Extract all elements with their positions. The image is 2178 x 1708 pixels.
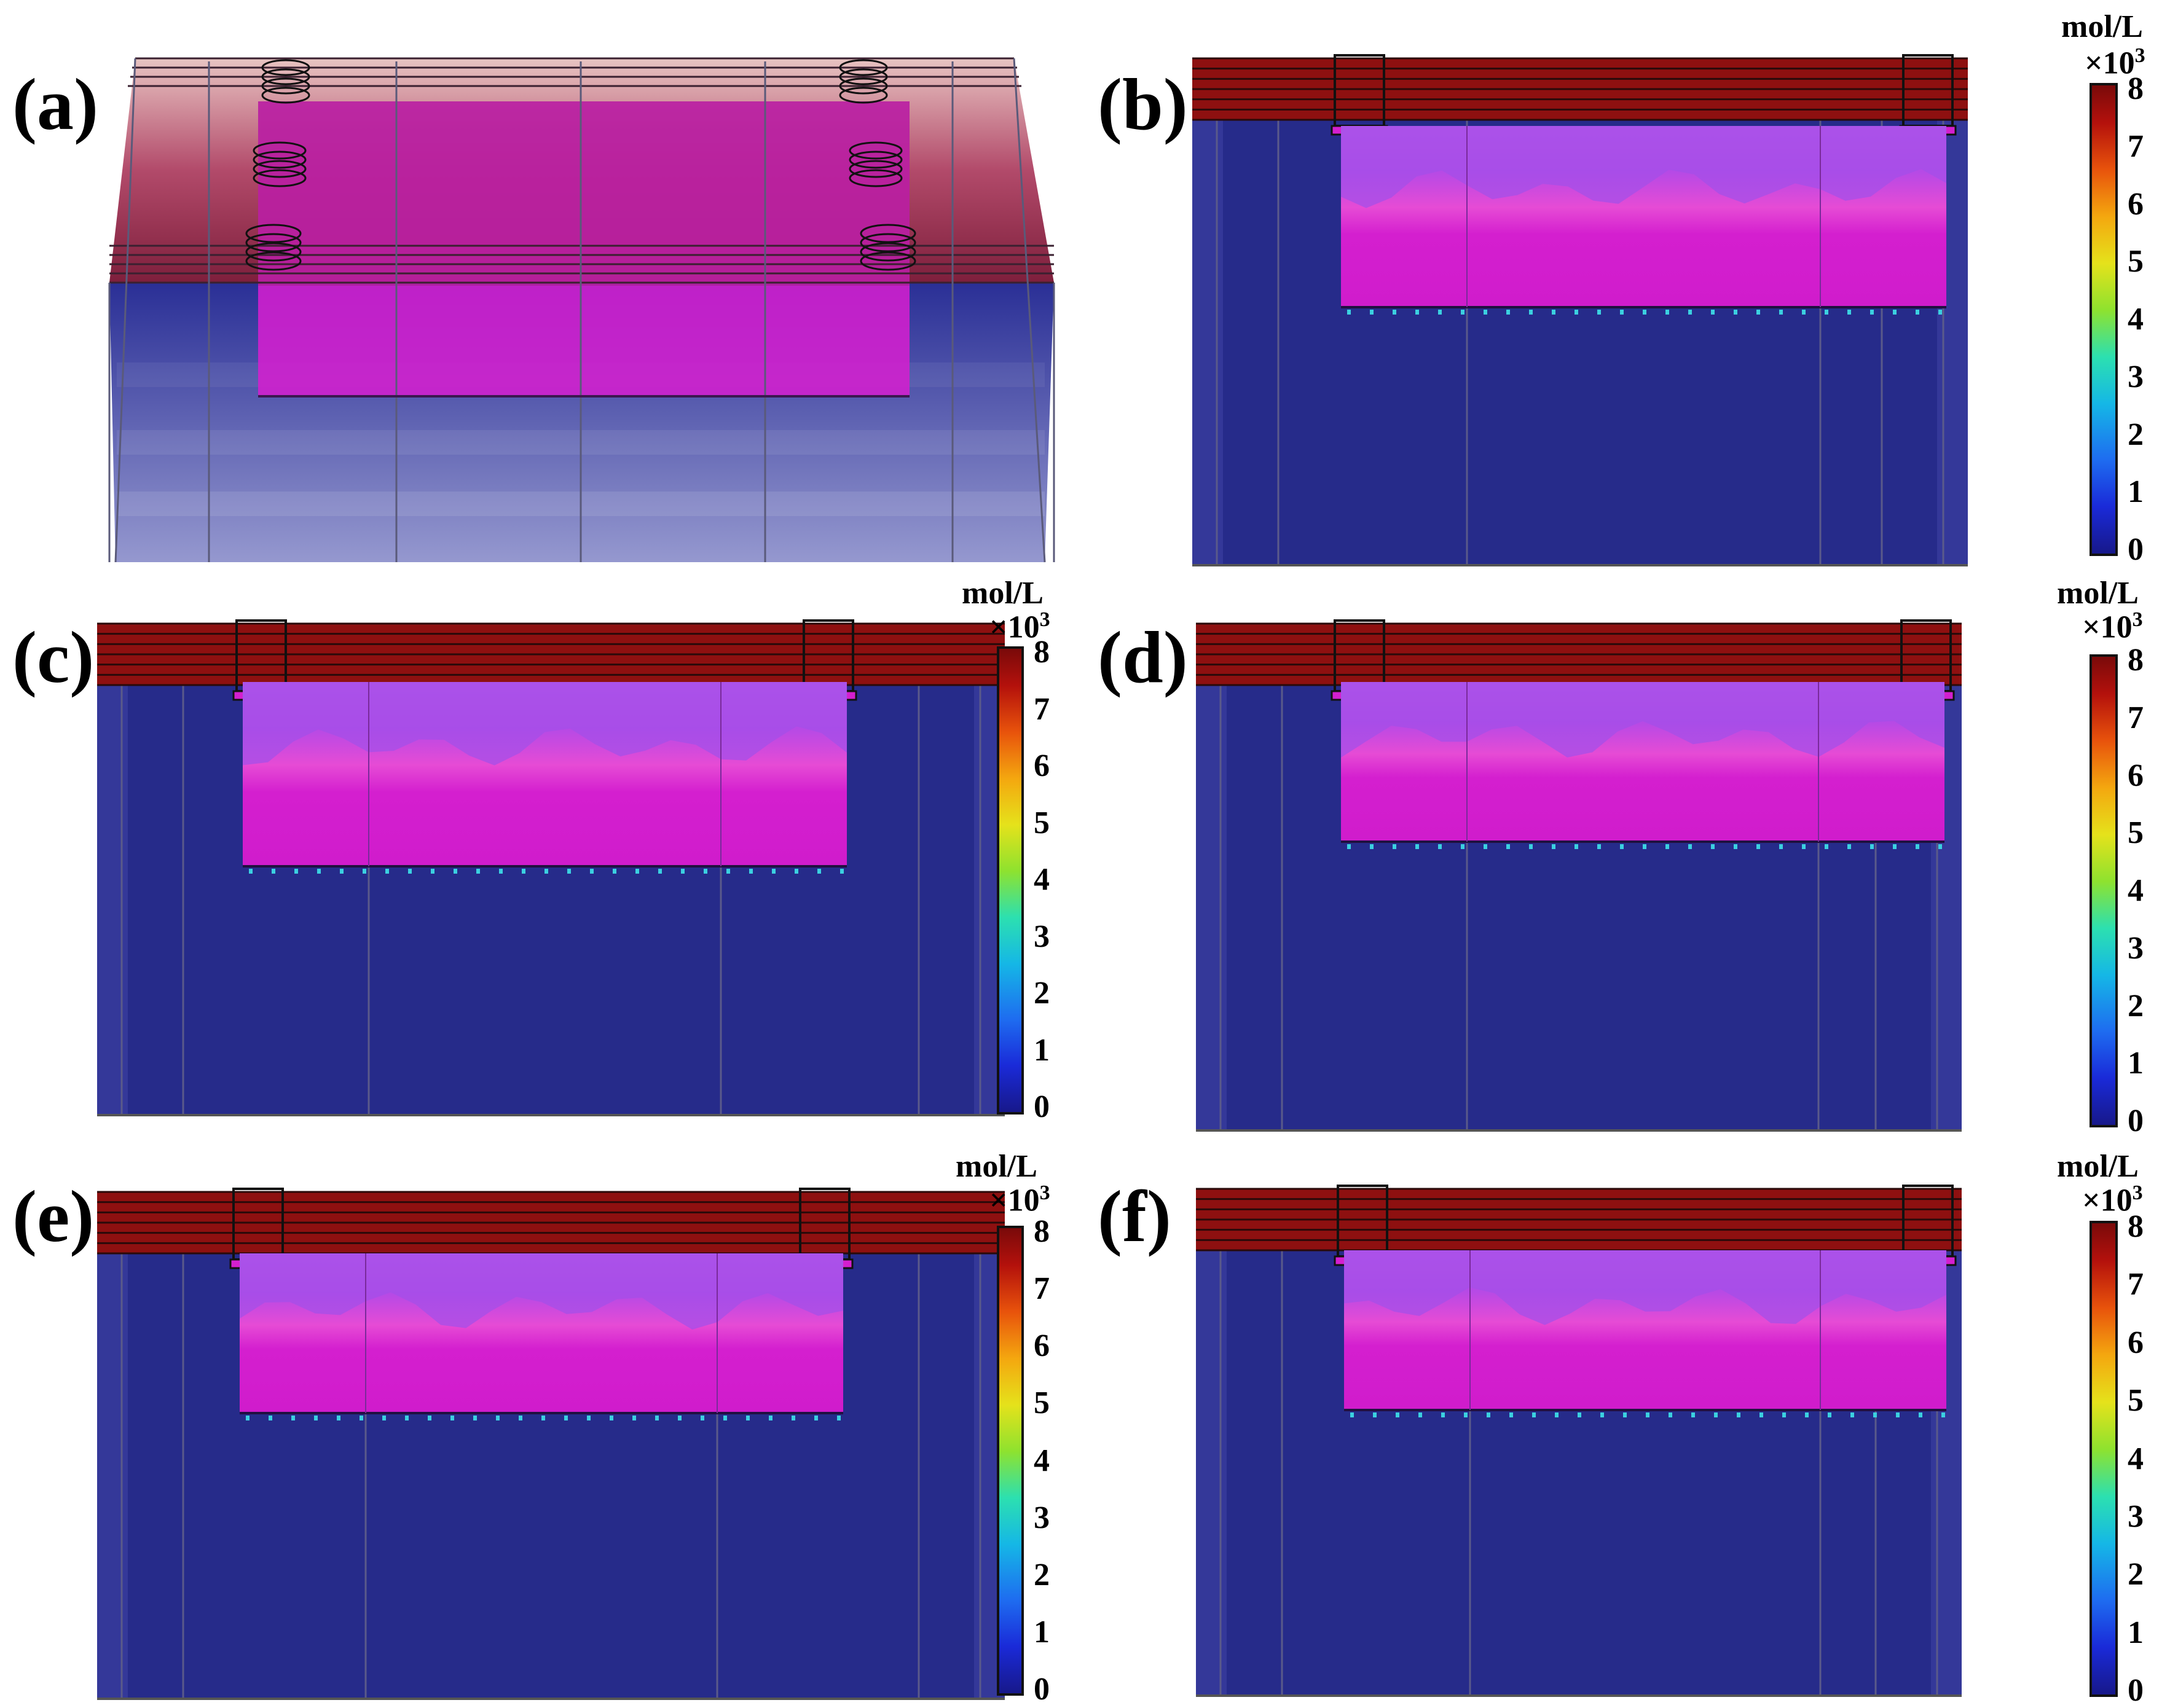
colorbar-tick-label: 2 (2128, 988, 2144, 1024)
panel-d: (d) mol/L ×103 8 7 6 5 4 3 2 1 0 (1089, 571, 2178, 1140)
colorbar-tick-label: 4 (1034, 1443, 1050, 1478)
concentration-front (240, 1253, 843, 1330)
colorbar-gradient (2090, 654, 2118, 1127)
coil-left (245, 59, 310, 271)
colorbar-tick-label: 7 (1034, 1271, 1050, 1307)
colorbar-tick-label: 6 (2128, 1325, 2144, 1360)
electrolyte-region (258, 101, 910, 396)
colorbar-tick-label: 4 (2128, 302, 2144, 337)
panel-e: (e) mol/L ×103 8 7 6 5 4 3 2 1 0 (0, 1140, 1089, 1708)
colorbar-gradient (997, 1226, 1024, 1696)
colorbar-tick-label: 3 (1034, 1500, 1050, 1535)
tank-front-view (97, 1188, 1005, 1700)
concentration-front (1341, 126, 1946, 208)
panel-f: (f) mol/L ×103 8 7 6 5 4 3 2 1 0 (1089, 1140, 2178, 1708)
colorbar-tick-label: 4 (1034, 862, 1050, 897)
tank-front-view (1196, 1185, 1962, 1697)
colorbar-unit: mol/L (2057, 1149, 2139, 1184)
colorbar-tick-label: 4 (2128, 1441, 2144, 1476)
colorbar-tick-label: 8 (1034, 1214, 1050, 1249)
colorbar-unit: mol/L (956, 1149, 1037, 1184)
colorbar-tick-label: 5 (2128, 815, 2144, 851)
colorbar-tick-label: 0 (1034, 1089, 1050, 1124)
colorbar-tick-label: 6 (2128, 186, 2144, 222)
panel-label-e: (e) (12, 1175, 95, 1257)
panel-a: (a) (0, 0, 1082, 571)
colorbar-tick-label: 5 (2128, 244, 2144, 280)
colorbar-tick-label: 0 (1034, 1672, 1050, 1707)
colorbar-tick-label: 5 (1034, 805, 1050, 840)
colorbar-tick-label: 3 (2128, 359, 2144, 394)
colorbar-tick-label: 4 (2128, 873, 2144, 908)
colorbar-multiplier: ×103 (2085, 44, 2145, 81)
colorbar-multiplier: ×103 (2082, 1181, 2143, 1218)
panel-b: (b) mol/L ×103 8 7 6 5 4 3 2 1 0 (1089, 0, 2178, 571)
tank-front-view (1196, 619, 1962, 1132)
colorbar-tick-label: 1 (2128, 474, 2144, 510)
panel-label-a: (a) (12, 63, 98, 145)
panel-label-f: (f) (1098, 1175, 1171, 1257)
colorbar-tick-label: 7 (2128, 700, 2144, 735)
colorbar-tick-label: 3 (2128, 1498, 2144, 1534)
colorbar-tick-label: 0 (2128, 1673, 2144, 1708)
colorbar-tick-label: 8 (2128, 1209, 2144, 1244)
colorbar-gradient (2090, 83, 2118, 556)
colorbar-tick-label: 0 (2128, 532, 2144, 567)
concentration-front (243, 682, 847, 766)
colorbar-tick-label: 6 (2128, 758, 2144, 793)
colorbar-multiplier: ×103 (989, 608, 1050, 645)
tank-front-view (97, 619, 1005, 1116)
colorbar-tick-label: 7 (2128, 1267, 2144, 1303)
colorbar-tick-label: 5 (1034, 1385, 1050, 1421)
colorbar-tick-label: 7 (2128, 128, 2144, 164)
colorbar-tick-label: 5 (2128, 1383, 2144, 1419)
coil-right (839, 59, 916, 271)
colorbar-tick-label: 1 (1034, 1032, 1050, 1068)
colorbar-unit: mol/L (2061, 9, 2143, 44)
colorbar-unit: mol/L (2057, 576, 2139, 611)
colorbar-tick-label: 2 (2128, 1557, 2144, 1592)
colorbar-multiplier: ×103 (989, 1181, 1050, 1218)
colorbar-tick-label: 1 (2128, 1615, 2144, 1650)
concentration-front (1341, 682, 1944, 758)
colorbar-tick-label: 8 (1034, 635, 1050, 670)
panel-label-c: (c) (12, 616, 95, 698)
panel-label-b: (b) (1098, 63, 1188, 145)
colorbar-gradient (2090, 1221, 2118, 1697)
tank-front-view (1192, 54, 1968, 566)
tank-3d-view (108, 57, 1055, 563)
colorbar-gradient (997, 646, 1024, 1115)
panel-label-d: (d) (1098, 616, 1188, 698)
colorbar-tick-label: 1 (2128, 1046, 2144, 1081)
colorbar-tick-label: 3 (2128, 930, 2144, 966)
colorbar-tick-label: 2 (2128, 417, 2144, 452)
colorbar-tick-label: 6 (1034, 1328, 1050, 1364)
colorbar-tick-label: 2 (1034, 976, 1050, 1011)
colorbar-tick-label: 6 (1034, 748, 1050, 783)
colorbar-tick-label: 8 (2128, 71, 2144, 106)
colorbar-unit: mol/L (962, 576, 1044, 611)
colorbar-tick-label: 1 (1034, 1614, 1050, 1650)
colorbar-tick-label: 8 (2128, 643, 2144, 678)
colorbar-tick-label: 2 (1034, 1557, 1050, 1592)
colorbar-tick-label: 3 (1034, 919, 1050, 954)
panel-c: (c) mol/L ×103 8 7 6 5 4 3 2 1 0 (0, 571, 1089, 1140)
colorbar-tick-label: 7 (1034, 691, 1050, 727)
colorbar-multiplier: ×103 (2082, 608, 2143, 645)
colorbar-tick-label: 0 (2128, 1103, 2144, 1138)
concentration-front (1344, 1250, 1946, 1325)
